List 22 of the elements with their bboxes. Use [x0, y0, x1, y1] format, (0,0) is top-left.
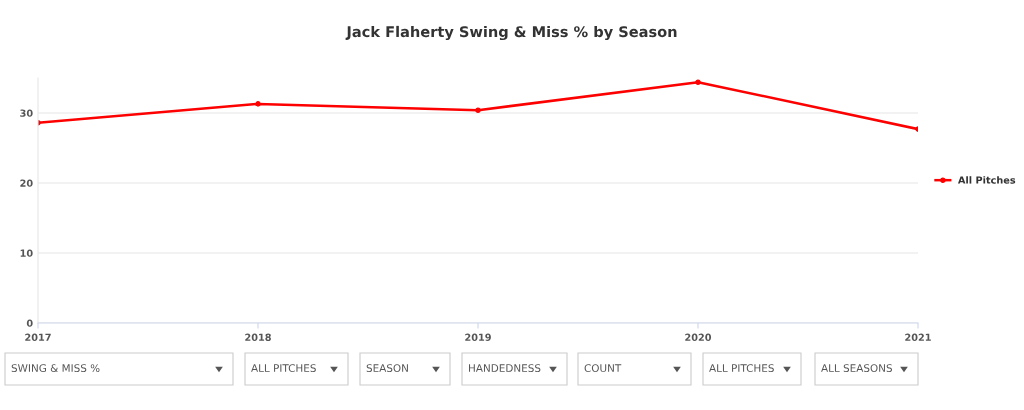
x-tick-label: 2020 [685, 333, 712, 341]
x-tick-label: 2019 [465, 333, 491, 341]
x-tick-label: 2017 [25, 333, 51, 341]
x-tick-label: 2021 [905, 333, 931, 341]
point [475, 107, 481, 113]
line-series [38, 79, 918, 132]
legend-label: All Pitches [957, 176, 1016, 184]
y-tick-label: 20 [20, 179, 33, 187]
chart-title: Jack Flaherty Swing & Miss % by Season [345, 25, 677, 41]
text: ALL PITCHES [709, 364, 774, 373]
point [255, 101, 261, 107]
text: COUNT [584, 364, 622, 373]
text: ALL PITCHES [251, 364, 316, 373]
y-tick-label: 10 [20, 249, 33, 257]
point [695, 79, 701, 85]
y-tick-label: 0 [26, 319, 33, 327]
y-tick-label: 30 [20, 109, 33, 117]
text: HANDEDNESS [469, 364, 541, 373]
text: SEASON [366, 364, 408, 373]
text: SWING & MISS % [11, 364, 100, 373]
x-tick-label: 2018 [245, 333, 271, 341]
text: ALL SEASONS [821, 364, 892, 373]
